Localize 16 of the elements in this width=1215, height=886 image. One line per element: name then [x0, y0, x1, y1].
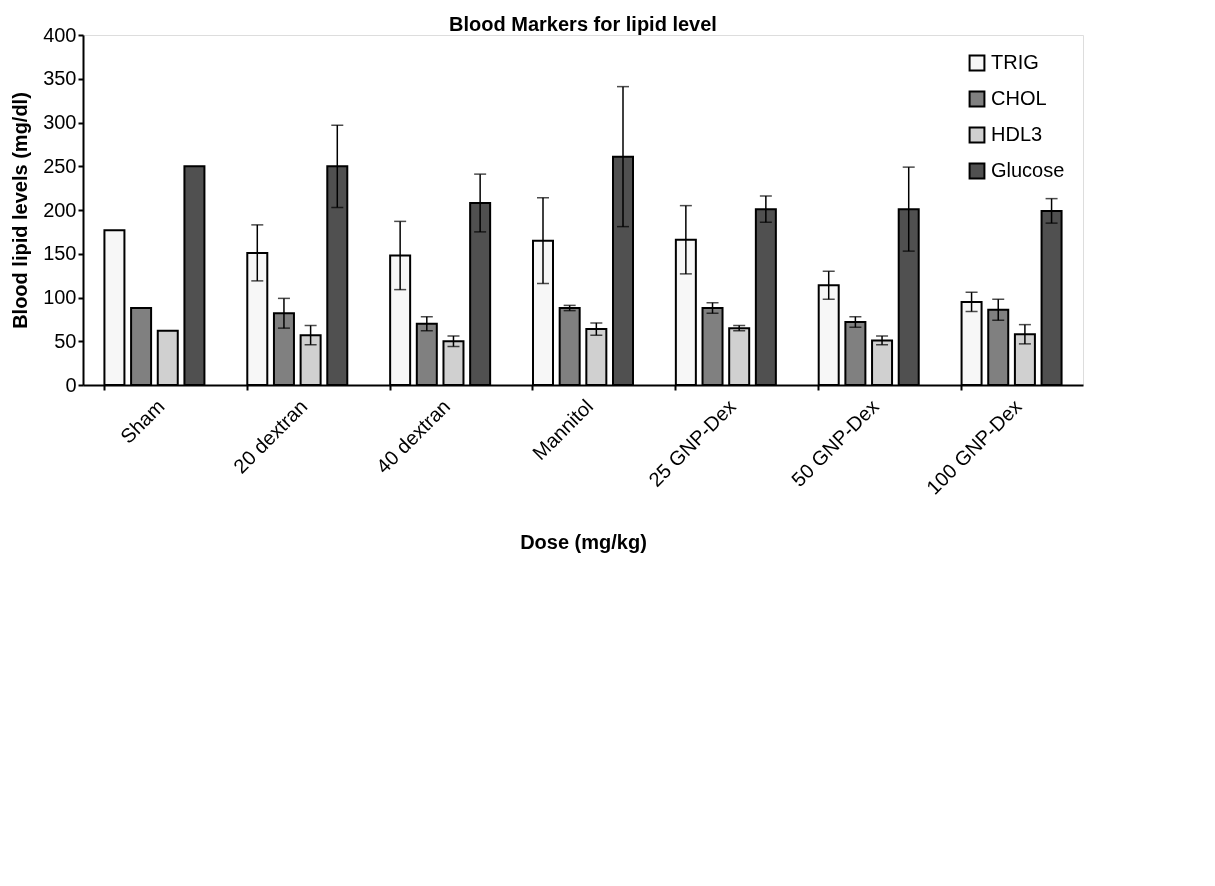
x-axis-title: Dose (mg/kg) — [520, 530, 647, 553]
legend-label: TRIG — [991, 51, 1039, 73]
y-tick-label: 150 — [43, 242, 77, 265]
y-tick-label: 250 — [43, 154, 77, 177]
chart-title: Blood Markers for lipid level — [449, 13, 717, 35]
y-tick-label: 0 — [65, 373, 77, 396]
y-axis-title: Blood lipid levels (mg/dl) — [9, 92, 32, 329]
legend-label: HDL3 — [991, 123, 1043, 145]
y-tick-label: 50 — [54, 329, 77, 352]
y-tick-label: 300 — [43, 111, 77, 133]
y-tick-label: 400 — [43, 23, 77, 46]
y-tick-label: 200 — [43, 198, 77, 221]
y-tick-label: 350 — [43, 67, 77, 90]
y-tick-label: 100 — [43, 286, 77, 308]
legend-label: CHOL — [991, 87, 1047, 109]
legend-label: Glucose — [991, 159, 1065, 181]
